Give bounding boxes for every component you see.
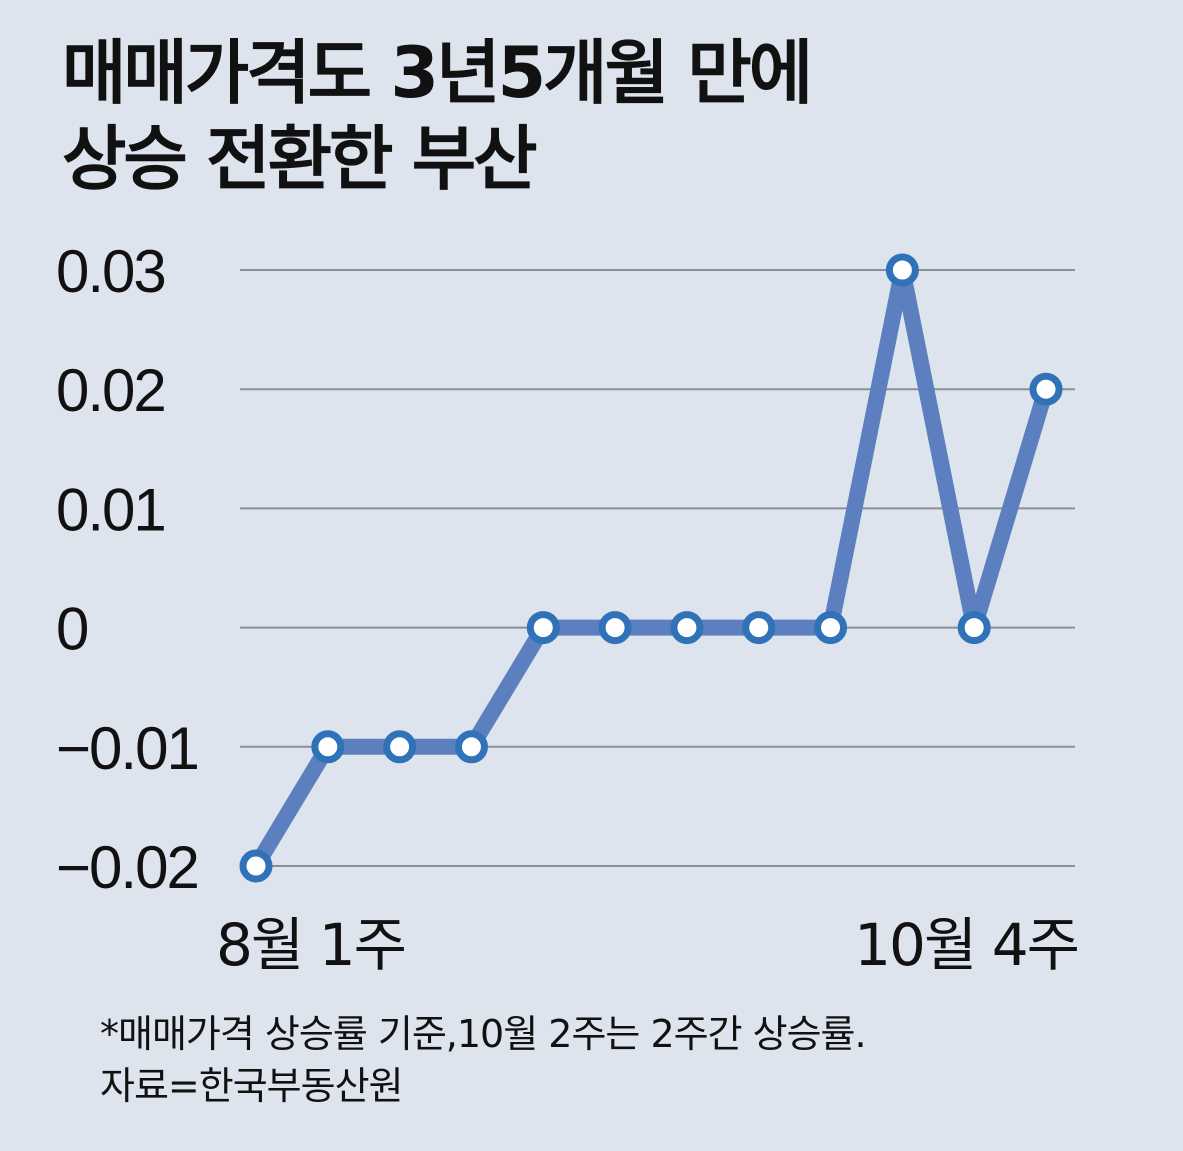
data-point — [1029, 372, 1063, 406]
y-tick-label: 0.02 — [56, 357, 165, 424]
chart-title-line-2: 상승 전환한 부산 — [62, 118, 538, 200]
data-point — [885, 253, 919, 287]
data-point — [526, 611, 560, 645]
data-point — [239, 849, 273, 883]
data-point — [598, 611, 632, 645]
y-tick-label: 0.01 — [56, 476, 165, 543]
x-tick-label: 10월 4주 — [854, 911, 1078, 979]
data-point — [454, 730, 488, 764]
x-tick-label: 8월 1주 — [216, 911, 405, 979]
data-point — [311, 730, 345, 764]
series-line — [248, 268, 1054, 874]
data-point — [383, 730, 417, 764]
y-tick-label: 0.03 — [56, 238, 165, 305]
footnote-source: 자료=한국부동산원 — [100, 1064, 404, 1108]
chart-footnote: *매매가격 상승률 기준,10월 2주는 2주간 상승률. 자료=한국부동산원 — [100, 1008, 867, 1112]
data-point — [957, 611, 991, 645]
y-tick-label: 0 — [56, 596, 88, 663]
data-point — [742, 611, 776, 645]
data-point — [814, 611, 848, 645]
chart-title-line-1: 매매가격도 3년5개월 만에 — [62, 32, 813, 114]
data-point — [670, 611, 704, 645]
y-tick-label: −0.01 — [56, 715, 198, 782]
footnote-basis: *매매가격 상승률 기준,10월 2주는 2주간 상승률. — [100, 1012, 867, 1056]
y-tick-label: −0.02 — [56, 834, 198, 901]
chart-title: 매매가격도 3년5개월 만에 상승 전환한 부산 — [62, 30, 1142, 202]
